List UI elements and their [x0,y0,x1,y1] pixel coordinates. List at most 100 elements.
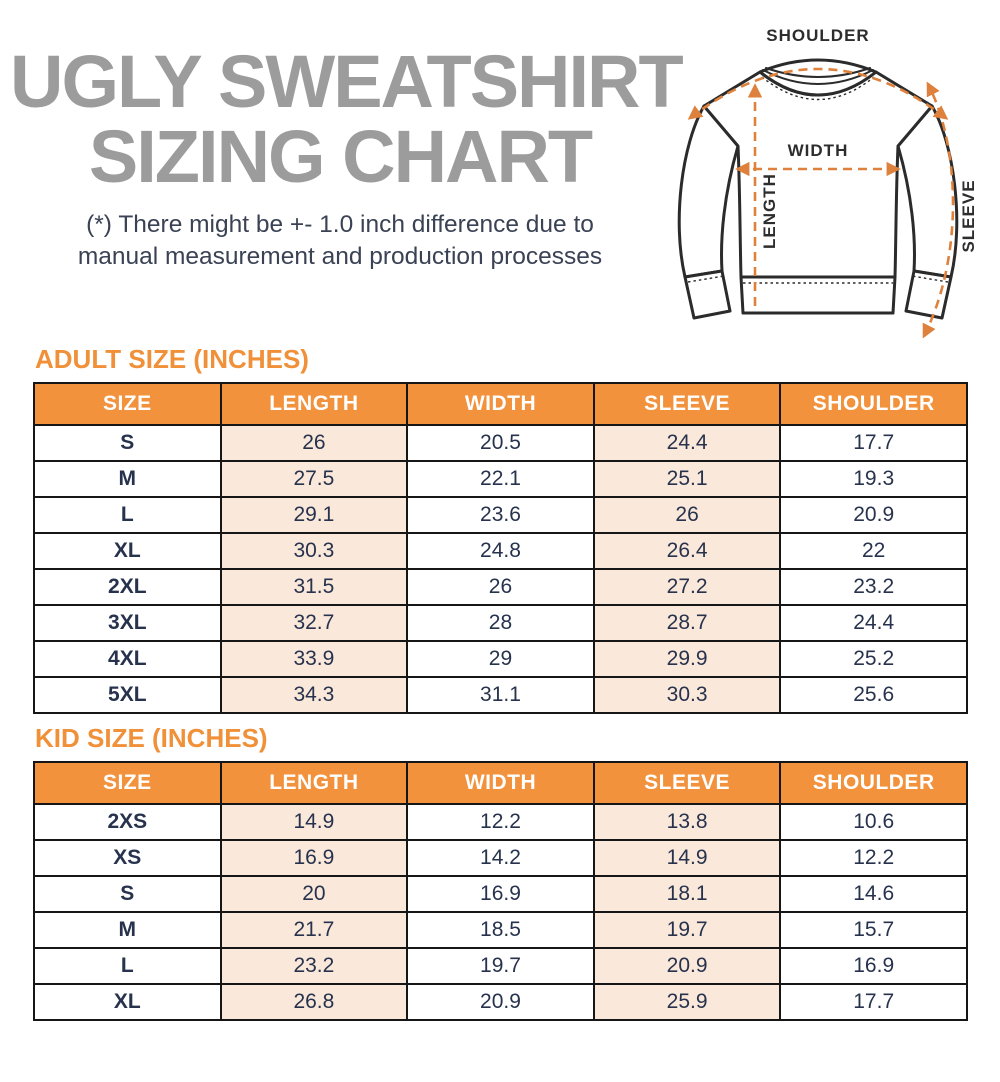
cell-size: XS [33,839,222,877]
cell-width: 28 [406,604,595,642]
cell-sleeve: 25.1 [592,460,782,498]
header-row: SIZE LENGTH WIDTH SLEEVE SHOULDER [33,761,968,805]
cell-width: 12.2 [406,803,595,841]
tolerance-note: (*) There might be +- 1.0 inch differenc… [10,209,670,274]
tolerance-note-line1: (*) There might be +- 1.0 inch differenc… [86,210,594,238]
cell-width: 20.5 [406,424,595,462]
column-header-length: LENGTH [219,382,409,426]
cell-sleeve: 19.7 [592,911,782,949]
cell-sleeve: 26 [592,496,782,534]
cell-sleeve: 27.2 [592,568,782,606]
shoulder-label: SHOULDER [766,26,869,45]
table-row: M 21.7 18.5 19.7 15.7 [33,911,968,949]
cell-sleeve: 18.1 [592,875,782,913]
cell-size: S [33,424,222,462]
cell-size: M [33,911,222,949]
cell-size: L [33,947,222,985]
cell-width: 20.9 [406,983,595,1021]
cell-length: 32.7 [219,604,409,642]
cell-length: 34.3 [219,676,409,714]
column-header-size: SIZE [33,382,222,426]
kid-table-body: 2XS 14.9 12.2 13.8 10.6 XS 16.9 14.2 14.9 12.2 S 20… [33,803,968,1021]
title-block: UGLY SWEATSHIRT SIZING CHART (*) There m… [10,40,684,274]
cell-size: XL [33,532,222,570]
cell-length: 31.5 [219,568,409,606]
table-row: 3XL 32.7 28 28.7 24.4 [33,604,968,642]
adult-size-table: SIZE LENGTH WIDTH SLEEVE SHOULDER S 26 20.… [33,382,968,714]
length-label: LENGTH [760,173,779,249]
cell-shoulder: 15.7 [779,911,968,949]
kid-size-section: KID SIZE (INCHES) SIZE LENGTH WIDTH SLEE… [33,723,968,1021]
column-header-width: WIDTH [406,761,595,805]
table-row: 2XL 31.5 26 27.2 23.2 [33,568,968,606]
cell-width: 16.9 [406,875,595,913]
cell-shoulder: 22 [779,532,968,570]
cell-sleeve: 28.7 [592,604,782,642]
measurement-arrows [687,67,955,339]
cell-sleeve: 14.9 [592,839,782,877]
cell-width: 14.2 [406,839,595,877]
cell-length: 30.3 [219,532,409,570]
cell-shoulder: 23.2 [779,568,968,606]
cell-length: 23.2 [219,947,409,985]
page-title-line1: UGLY SWEATSHIRT [10,40,684,123]
cell-length: 26.8 [219,983,409,1021]
cell-sleeve: 24.4 [592,424,782,462]
table-row: 2XS 14.9 12.2 13.8 10.6 [33,803,968,841]
cell-shoulder: 25.6 [779,676,968,714]
table-row: S 20 16.9 18.1 14.6 [33,875,968,913]
cell-sleeve: 30.3 [592,676,782,714]
cell-length: 26 [219,424,409,462]
table-row: 4XL 33.9 29 29.9 25.2 [33,640,968,678]
cell-shoulder: 17.7 [779,424,968,462]
table-row: S 26 20.5 24.4 17.7 [33,424,968,462]
cell-sleeve: 26.4 [592,532,782,570]
cell-size: 3XL [33,604,222,642]
tolerance-note-line2: manual measurement and production proces… [77,243,603,271]
header-row: SIZE LENGTH WIDTH SLEEVE SHOULDER [33,382,968,426]
cell-sleeve: 13.8 [592,803,782,841]
cell-size: 5XL [33,676,222,714]
column-header-width: WIDTH [406,382,595,426]
cell-width: 31.1 [406,676,595,714]
cell-width: 22.1 [406,460,595,498]
cell-length: 16.9 [219,839,409,877]
cell-width: 19.7 [406,947,595,985]
table-row: XL 30.3 24.8 26.4 22 [33,532,968,570]
cell-length: 33.9 [219,640,409,678]
cell-shoulder: 19.3 [779,460,968,498]
adult-table-body: S 26 20.5 24.4 17.7 M 27.5 22.1 25.1 19.3 L 29.1 23.… [33,424,968,714]
cell-size: M [33,460,222,498]
table-row: M 27.5 22.1 25.1 19.3 [33,460,968,498]
kid-section-heading: KID SIZE (INCHES) [35,723,268,753]
sizing-diagram: SHOULDER WIDTH LENGTH SLEEVE [658,6,998,346]
cell-shoulder: 12.2 [779,839,968,877]
cell-sleeve: 29.9 [592,640,782,678]
cell-width: 29 [406,640,595,678]
cell-width: 18.5 [406,911,595,949]
cell-size: S [33,875,222,913]
cell-shoulder: 17.7 [779,983,968,1021]
cell-width: 26 [406,568,595,606]
adult-section-heading: ADULT SIZE (INCHES) [35,344,309,374]
cell-length: 14.9 [219,803,409,841]
kid-table-header: SIZE LENGTH WIDTH SLEEVE SHOULDER [33,761,968,805]
cell-shoulder: 10.6 [779,803,968,841]
cell-length: 21.7 [219,911,409,949]
cell-shoulder: 16.9 [779,947,968,985]
column-header-shoulder: SHOULDER [779,382,968,426]
table-row: XS 16.9 14.2 14.9 12.2 [33,839,968,877]
cell-size: 4XL [33,640,222,678]
table-row: 5XL 34.3 31.1 30.3 25.6 [33,676,968,714]
sweatshirt-diagram-svg: SHOULDER WIDTH LENGTH SLEEVE [677,26,978,339]
cell-size: 2XL [33,568,222,606]
sleeve-label: SLEEVE [959,179,978,252]
cell-width: 24.8 [406,532,595,570]
column-header-shoulder: SHOULDER [779,761,968,805]
cell-sleeve: 25.9 [592,983,782,1021]
shoulder-arrow [687,67,949,120]
table-row: XL 26.8 20.9 25.9 17.7 [33,983,968,1021]
cell-length: 27.5 [219,460,409,498]
column-header-sleeve: SLEEVE [592,382,782,426]
page-title-line2: SIZING CHART [88,115,593,199]
